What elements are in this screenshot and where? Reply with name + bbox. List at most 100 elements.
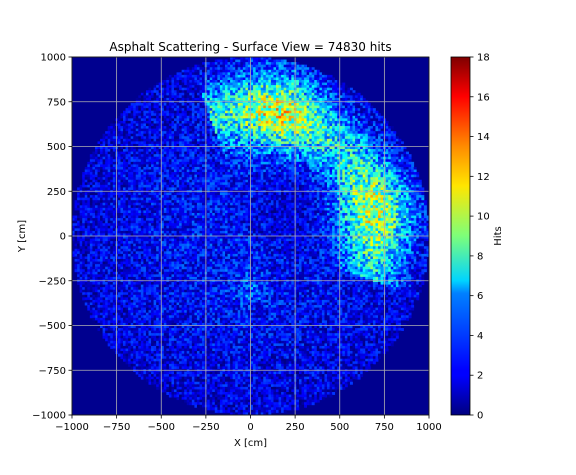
heatmap-bin — [286, 156, 290, 160]
heatmap-bin — [240, 141, 244, 145]
heatmap-bin — [306, 126, 310, 129]
heatmap-bin — [174, 149, 177, 153]
heatmap-bin — [135, 172, 139, 176]
heatmap-bin — [191, 138, 195, 142]
heatmap-bin — [232, 159, 236, 163]
heatmap-bin — [413, 182, 417, 186]
heatmap-bin — [156, 133, 160, 137]
heatmap-bin — [156, 166, 160, 170]
heatmap-bin — [217, 67, 221, 71]
heatmap-bin — [171, 151, 175, 155]
heatmap-bin — [304, 85, 307, 89]
heatmap-bin — [273, 143, 277, 147]
heatmap-bin — [245, 166, 249, 170]
heatmap-bin — [324, 126, 328, 129]
heatmap-bin — [278, 138, 282, 142]
heatmap-bin — [199, 126, 203, 129]
heatmap-bin — [304, 67, 307, 71]
heatmap-bin — [163, 103, 167, 106]
heatmap-bin — [235, 59, 239, 63]
heatmap-bin — [179, 172, 183, 176]
heatmap-bin — [324, 118, 328, 122]
heatmap-bin — [327, 103, 330, 106]
heatmap-bin — [298, 172, 302, 176]
heatmap-bin — [329, 154, 333, 158]
heatmap-bin — [179, 92, 183, 96]
heatmap-bin — [135, 161, 139, 165]
heatmap-bin — [240, 62, 244, 66]
heatmap-bin — [301, 82, 305, 86]
heatmap-bin — [145, 131, 149, 135]
heatmap-bin — [324, 166, 328, 170]
heatmap-bin — [140, 123, 144, 127]
heatmap-bin — [184, 77, 188, 81]
heatmap-bin — [324, 138, 328, 142]
heatmap-bin — [247, 182, 251, 186]
heatmap-bin — [306, 128, 310, 132]
heatmap-bin — [217, 110, 221, 114]
heatmap-bin — [258, 182, 262, 186]
heatmap-bin — [232, 141, 236, 145]
heatmap-bin — [166, 123, 170, 127]
heatmap-bin — [306, 143, 310, 147]
heatmap-bin — [311, 77, 315, 81]
heatmap-bin — [130, 146, 134, 150]
heatmap-bin — [189, 141, 193, 145]
heatmap-bin — [242, 172, 246, 176]
heatmap-bin — [145, 133, 149, 137]
heatmap-bin — [219, 105, 223, 109]
heatmap-bin — [375, 113, 379, 117]
heatmap-bin — [378, 164, 381, 168]
heatmap-bin — [260, 87, 264, 91]
heatmap-bin — [319, 118, 323, 122]
heatmap-bin — [133, 103, 137, 106]
heatmap-bin — [191, 92, 195, 96]
heatmap-bin — [263, 108, 267, 112]
heatmap-bin — [230, 87, 234, 91]
heatmap-bin — [408, 179, 412, 183]
heatmap-bin — [214, 62, 218, 66]
heatmap-bin — [301, 115, 305, 119]
heatmap-bin — [138, 146, 142, 150]
heatmap-bin — [288, 138, 292, 142]
heatmap-bin — [311, 131, 315, 135]
heatmap-bin — [278, 133, 282, 137]
heatmap-bin — [372, 156, 376, 160]
heatmap-bin — [352, 149, 356, 153]
heatmap-bin — [270, 64, 274, 68]
heatmap-bin — [107, 169, 111, 173]
heatmap-bin — [217, 62, 221, 66]
heatmap-bin — [163, 154, 167, 158]
heatmap-bin — [360, 161, 364, 165]
heatmap-bin — [362, 118, 366, 122]
heatmap-bin — [301, 128, 305, 132]
heatmap-bin — [217, 72, 221, 76]
heatmap-bin — [319, 113, 323, 117]
heatmap-bin — [227, 184, 231, 188]
heatmap-bin — [168, 151, 172, 155]
heatmap-bin — [357, 131, 361, 135]
heatmap-bin — [253, 59, 256, 63]
heatmap-bin — [283, 151, 287, 155]
heatmap-bin — [418, 182, 422, 186]
heatmap-bin — [319, 108, 323, 112]
heatmap-bin — [237, 77, 241, 81]
heatmap-bin — [253, 97, 256, 101]
heatmap-bin — [222, 67, 226, 71]
heatmap-bin — [123, 177, 126, 181]
heatmap-bin — [408, 169, 412, 173]
heatmap-bin — [270, 90, 274, 94]
heatmap-bin — [398, 149, 402, 153]
heatmap-bin — [151, 105, 154, 109]
heatmap-bin — [158, 177, 162, 181]
heatmap-bin — [247, 149, 251, 153]
heatmap-bin — [355, 156, 358, 160]
heatmap-bin — [395, 143, 399, 147]
heatmap-bin — [260, 174, 264, 178]
heatmap-bin — [214, 118, 218, 122]
heatmap-bin — [263, 103, 267, 106]
heatmap-bin — [166, 133, 170, 137]
heatmap-bin — [94, 174, 98, 178]
heatmap-bin — [362, 108, 366, 112]
heatmap-bin — [235, 126, 239, 129]
